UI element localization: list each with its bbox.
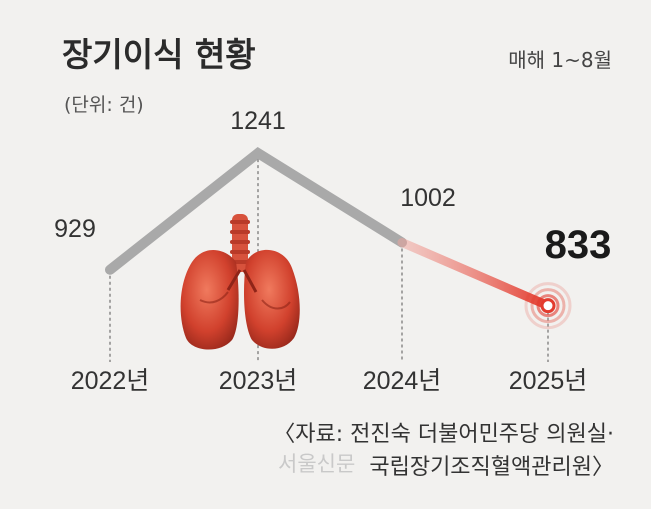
series-line-trend bbox=[397, 237, 553, 311]
value-labels: 929 1241 1002 833 bbox=[54, 107, 611, 267]
unit-label: (단위: 건) bbox=[64, 94, 144, 116]
data-point bbox=[540, 298, 556, 314]
data-label: 929 bbox=[54, 215, 96, 243]
highlight-ring bbox=[530, 288, 566, 324]
data-label: 1002 bbox=[400, 184, 456, 212]
x-tick-label: 2025년 bbox=[509, 367, 588, 395]
highlight-ring bbox=[536, 294, 560, 318]
drop-lines bbox=[109, 159, 549, 362]
chart-title: 장기이식 현황 bbox=[62, 35, 256, 74]
chart-subtitle: 매해 1~8월 bbox=[508, 48, 612, 72]
source-line-1: 〈자료: 전진숙 더불어민주당 의원실· bbox=[273, 422, 614, 447]
source-line-2: 국립장기조직혈액관리원〉 bbox=[369, 455, 614, 480]
x-axis-ticks: 2022년 2023년 2024년 2025년 bbox=[71, 367, 588, 395]
watermark: 서울신문 bbox=[278, 452, 355, 476]
x-tick-label: 2024년 bbox=[363, 367, 442, 395]
lungs-icon bbox=[180, 214, 300, 350]
data-label: 1241 bbox=[230, 107, 286, 135]
x-tick-label: 2022년 bbox=[71, 367, 150, 395]
series-line-past bbox=[105, 147, 407, 275]
highlight-ring bbox=[524, 282, 572, 330]
highlight-marker bbox=[524, 282, 572, 330]
data-label: 833 bbox=[545, 223, 612, 267]
x-tick-label: 2023년 bbox=[219, 367, 298, 395]
